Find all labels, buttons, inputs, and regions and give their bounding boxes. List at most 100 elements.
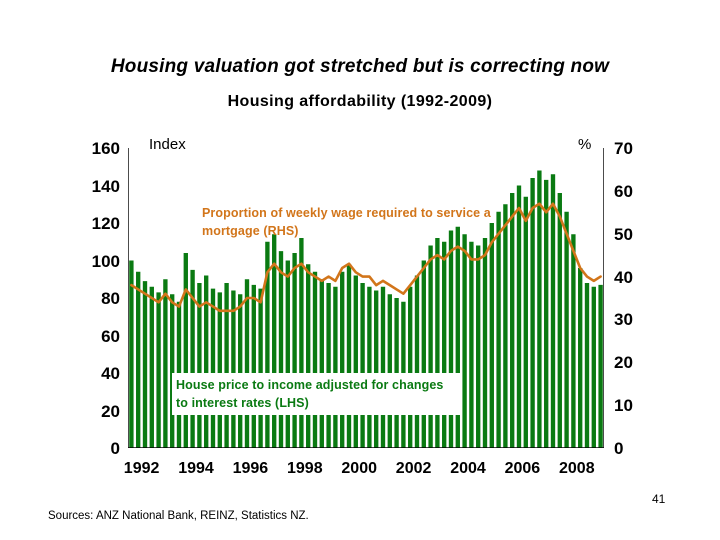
x-axis-tick-label: 2000 <box>341 460 377 477</box>
right-axis-tick-label: 0 <box>614 439 624 458</box>
page-number: 41 <box>652 492 666 506</box>
x-axis-tick-label: 2002 <box>395 460 432 477</box>
bar <box>142 281 148 448</box>
bar <box>312 271 318 448</box>
chart-title: Housing affordability (1992-2009) <box>227 93 493 110</box>
left-axis-tick-label: 160 <box>91 139 120 158</box>
bar <box>292 253 297 448</box>
bar <box>197 283 202 448</box>
bar <box>408 286 413 448</box>
bar <box>244 279 250 448</box>
bar <box>387 294 392 448</box>
bar <box>251 284 256 448</box>
left-axis-tick-label: 80 <box>101 289 120 308</box>
bar <box>462 234 467 448</box>
right-axis-unit-label: % <box>578 136 592 153</box>
left-axis-tick-label: 100 <box>91 251 120 271</box>
bar <box>163 279 168 448</box>
bar <box>156 292 161 448</box>
bar <box>544 179 549 448</box>
bar <box>136 271 141 448</box>
bar <box>326 283 331 448</box>
x-axis-tick-label: 1992 <box>123 460 160 477</box>
right-axis-tick-label: 10 <box>614 396 633 416</box>
x-axis-tick-label: 1994 <box>178 460 214 477</box>
bar <box>442 241 447 448</box>
bar <box>469 241 474 448</box>
right-axis-tick-label: 30 <box>614 310 633 330</box>
left-axis-tick-label: 120 <box>91 214 120 233</box>
bar <box>523 196 528 448</box>
bar <box>265 241 270 448</box>
bar <box>183 253 188 448</box>
left-axis-unit-label: Index <box>149 136 186 153</box>
right-axis-ticks: 70 60 50 40 30 20 10 0 <box>614 0 674 540</box>
bar <box>482 238 488 448</box>
bar <box>537 170 542 448</box>
bar <box>190 269 195 448</box>
bar <box>380 286 386 448</box>
bar <box>231 290 236 448</box>
x-axis-tick-label: 1998 <box>287 460 323 477</box>
right-axis-tick-label: 20 <box>614 353 633 373</box>
bar <box>306 264 311 448</box>
left-axis-tick-label: 40 <box>101 364 120 383</box>
left-axis-tick-label: 0 <box>110 439 120 458</box>
bar <box>476 245 481 448</box>
bar <box>591 286 596 448</box>
bar <box>272 234 277 448</box>
bar <box>455 226 460 448</box>
x-axis-tick-label: 2006 <box>504 460 541 477</box>
x-axis-tick-label: 1996 <box>232 460 269 477</box>
bar <box>353 275 358 448</box>
bar <box>510 193 515 448</box>
left-axis-tick-label: 60 <box>101 326 120 346</box>
bar <box>428 245 433 448</box>
left-axis-tick-label: 20 <box>101 401 120 421</box>
bar <box>238 294 243 448</box>
bar <box>285 260 290 448</box>
slide-title: Housing valuation got stretched but is c… <box>110 56 610 77</box>
bar <box>414 275 420 448</box>
bar <box>578 268 583 448</box>
bar <box>503 204 508 448</box>
bar <box>374 290 379 448</box>
bar <box>564 211 569 448</box>
x-axis-tick-label: 2004 <box>450 460 486 477</box>
bar <box>598 284 603 448</box>
plot-area <box>128 148 604 448</box>
bar <box>421 260 426 448</box>
bar <box>550 174 556 448</box>
bar <box>258 288 263 448</box>
right-axis-tick-label: 60 <box>614 181 633 201</box>
bar <box>333 286 338 448</box>
x-axis-tick-label: 2008 <box>559 460 595 477</box>
bar <box>571 234 576 448</box>
bar <box>278 251 284 448</box>
bar <box>530 178 535 448</box>
bar <box>224 283 229 448</box>
bar <box>489 223 494 448</box>
bar <box>435 238 440 448</box>
bar <box>360 283 365 448</box>
bar <box>367 286 372 448</box>
line-series <box>130 202 602 313</box>
bar <box>557 193 562 448</box>
chart-canvas <box>128 148 604 448</box>
right-axis-tick-label: 50 <box>614 224 633 244</box>
left-axis-ticks: 160 140 120 100 80 60 40 20 0 <box>52 0 120 540</box>
bar <box>129 260 134 448</box>
bar <box>210 288 216 448</box>
bar <box>299 238 304 448</box>
right-axis-tick-label: 70 <box>614 139 633 158</box>
annotation-rhs: Proportion of weekly wage required to se… <box>202 206 491 239</box>
bar <box>584 283 590 448</box>
left-axis-tick-label: 140 <box>91 176 120 196</box>
bar <box>516 185 522 448</box>
annotation-lhs: House price to income adjusted for chang… <box>172 373 462 416</box>
bar <box>204 275 209 448</box>
right-axis-tick-label: 40 <box>614 267 633 287</box>
bar-series <box>129 170 603 448</box>
bar <box>448 230 454 448</box>
